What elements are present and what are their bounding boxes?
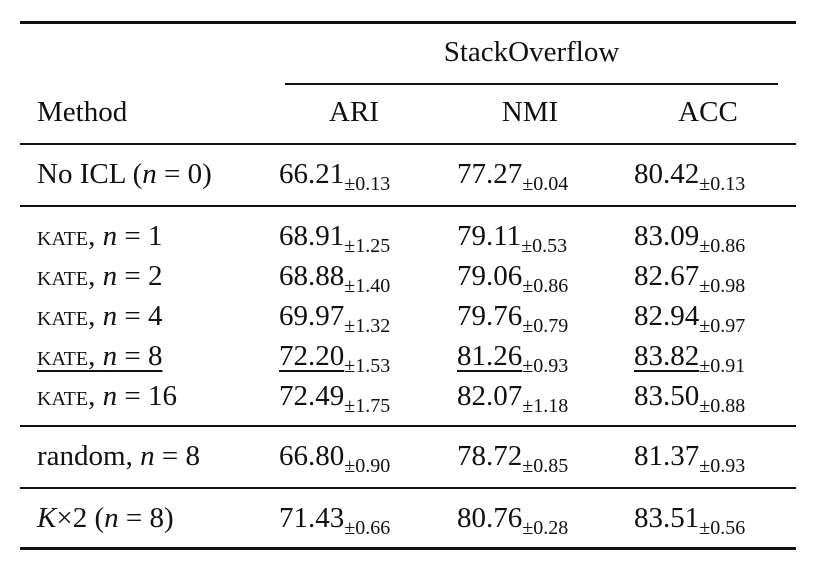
method-cell: kate, n = 2 <box>37 260 163 292</box>
score-cell: 77.27±0.04 <box>457 158 569 195</box>
method-cell: kate, n = 8 <box>37 340 163 372</box>
column-header-ari: ARI <box>329 96 379 128</box>
score-cell: 83.09±0.86 <box>634 220 746 257</box>
method-cell: random, n = 8 <box>37 440 200 472</box>
score-cell: 78.72±0.85 <box>457 440 569 477</box>
score-cell: 82.67±0.98 <box>634 260 746 297</box>
method-cell: kate, n = 16 <box>37 380 177 412</box>
score-cell: 83.51±0.56 <box>634 502 746 539</box>
score-cell: 72.20±1.53 <box>279 340 391 377</box>
score-cell: 72.49±1.75 <box>279 380 391 417</box>
score-cell: 80.42±0.13 <box>634 158 746 195</box>
score-cell: 82.94±0.97 <box>634 300 746 337</box>
section-rule-1 <box>20 205 796 207</box>
score-cell: 82.07±1.18 <box>457 380 569 417</box>
score-cell: 79.76±0.79 <box>457 300 569 337</box>
score-cell: 83.82±0.91 <box>634 340 746 377</box>
score-cell: 69.97±1.32 <box>279 300 391 337</box>
method-header: Method <box>37 96 128 128</box>
score-cell: 83.50±0.88 <box>634 380 746 417</box>
bottom-rule <box>20 547 796 550</box>
score-cell: 68.91±1.25 <box>279 220 391 257</box>
method-cell: kate, n = 4 <box>37 300 163 332</box>
score-cell: 68.88±1.40 <box>279 260 391 297</box>
column-header-acc: ACC <box>678 96 738 128</box>
header-rule <box>20 143 796 145</box>
top-rule <box>20 21 796 24</box>
score-cell: 71.43±0.66 <box>279 502 391 539</box>
score-cell: 80.76±0.28 <box>457 502 569 539</box>
score-cell: 81.26±0.93 <box>457 340 569 377</box>
score-cell: 79.11±0.53 <box>457 220 568 257</box>
method-cell: K×2 (n = 8) <box>37 502 174 534</box>
group-rule <box>285 83 778 85</box>
section-rule-2 <box>20 425 796 427</box>
method-cell: No ICL (n = 0) <box>37 158 212 190</box>
method-cell: kate, n = 1 <box>37 220 163 252</box>
score-cell: 66.21±0.13 <box>279 158 391 195</box>
group-header: StackOverflow <box>443 36 620 68</box>
section-rule-3 <box>20 487 796 489</box>
column-header-nmi: NMI <box>501 96 559 128</box>
score-cell: 81.37±0.93 <box>634 440 746 477</box>
score-cell: 79.06±0.86 <box>457 260 569 297</box>
score-cell: 66.80±0.90 <box>279 440 391 477</box>
